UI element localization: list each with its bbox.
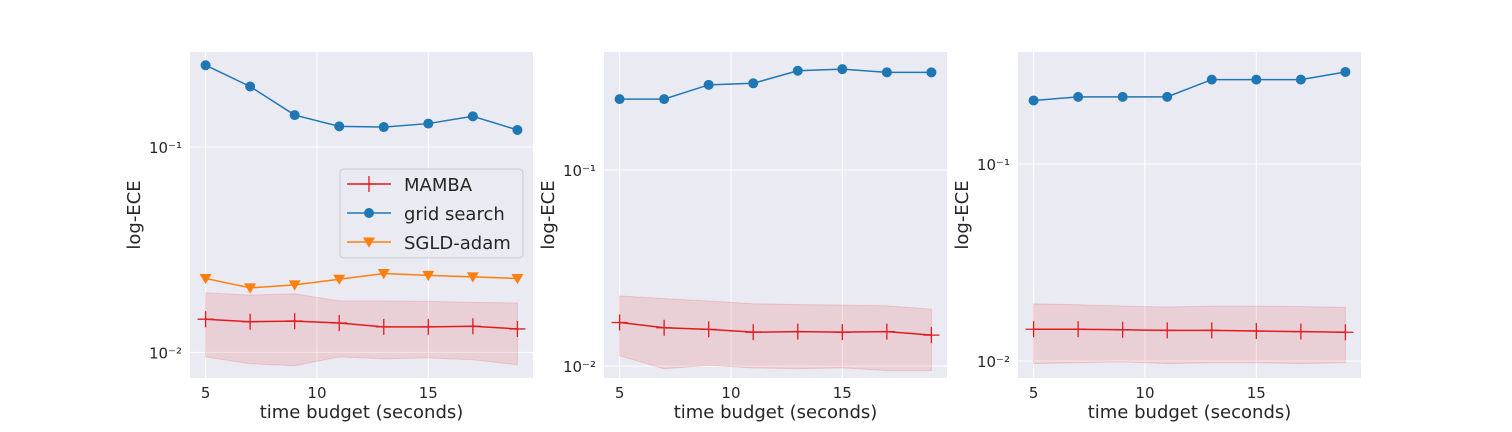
plot-area <box>604 52 947 378</box>
legend-marker <box>363 237 375 248</box>
grid-search-point <box>1028 95 1039 106</box>
x-tick-label: 10 <box>1135 384 1154 402</box>
grid-search-point <box>1162 91 1173 102</box>
grid-search-line <box>205 64 518 131</box>
mamba-point <box>1337 324 1354 341</box>
mamba-point <box>611 314 628 331</box>
mamba-band <box>619 295 932 372</box>
mamba-point <box>464 318 481 335</box>
grid-search-point <box>881 67 892 78</box>
mamba-point <box>1114 321 1131 338</box>
mamba-point <box>878 323 895 340</box>
grid-search-point <box>334 121 345 132</box>
x-tick-label: 10 <box>307 384 326 402</box>
grid-search-point <box>245 81 256 92</box>
x-tick-label: 5 <box>615 384 625 402</box>
y-axis-label: log-ECE <box>538 180 559 249</box>
mamba-point <box>1292 323 1309 340</box>
grid-search-point <box>703 79 714 90</box>
sgld-adam-point <box>466 272 479 283</box>
mamba-point <box>1203 322 1220 339</box>
legend-marker <box>361 176 377 192</box>
grid-search-point <box>659 94 670 105</box>
mamba-point <box>923 327 940 344</box>
plot-area <box>1018 52 1361 378</box>
sgld-adam-point <box>244 283 257 294</box>
legend-label: SGLD-adam <box>404 233 511 254</box>
x-tick-label: 15 <box>1247 384 1266 402</box>
x-axis-label: time budget (seconds) <box>674 402 878 423</box>
legend-box <box>339 168 524 259</box>
legend-marker <box>364 208 374 218</box>
mamba-point <box>1248 323 1265 340</box>
grid-search-point <box>614 94 625 105</box>
x-tick-label: 5 <box>201 384 211 402</box>
x-tick-label: 15 <box>833 384 852 402</box>
legend: MAMBA grid search SGLD-adam <box>339 168 524 259</box>
grid-search-point <box>1295 74 1306 85</box>
grid-search-point <box>467 111 478 122</box>
grid-search-point <box>1251 74 1262 85</box>
sgld-adam-point <box>422 270 435 282</box>
mamba-point <box>420 318 437 335</box>
x-tick-label: 10 <box>721 384 740 402</box>
chart-panel-2: 5 10 15 10⁻¹ 10⁻² time budget (seconds) log-EC… <box>538 52 947 423</box>
mamba-band <box>1033 303 1346 365</box>
mamba-point <box>509 320 526 337</box>
y-axis-label: log-ECE <box>952 180 973 249</box>
legend-label: MAMBA <box>404 175 473 196</box>
sgld-adam-point <box>199 273 212 285</box>
grid-search-point <box>926 67 937 78</box>
x-axis-label: time budget (seconds) <box>1088 402 1292 423</box>
x-tick-label: 5 <box>1029 384 1039 402</box>
mamba-point <box>1070 321 1087 338</box>
mamba-point <box>1025 321 1042 338</box>
mamba-point <box>700 321 717 338</box>
y-tick-label: 10⁻¹ <box>563 162 596 180</box>
grid-search-point <box>837 64 848 75</box>
grid-search-point <box>378 122 389 133</box>
y-tick-label: 10⁻¹ <box>149 139 182 157</box>
grid-search-point <box>512 124 523 135</box>
mamba-point <box>834 324 851 341</box>
sgld-adam-point <box>511 273 524 285</box>
mamba-band <box>205 292 518 367</box>
mamba-point <box>1159 322 1176 339</box>
sgld-adam-point <box>377 269 390 280</box>
grid-search-point <box>423 118 434 129</box>
x-axis-label: time budget (seconds) <box>260 402 464 423</box>
chart-panel-3: 5 10 15 10⁻¹ 10⁻² time budget (seconds) log-EC… <box>952 52 1361 423</box>
mamba-point <box>745 324 762 341</box>
chart-panel-1: 5 10 15 10⁻¹ 10⁻² time budget (seconds) log-EC… <box>124 52 533 423</box>
mamba-point <box>789 323 806 340</box>
grid-search-point <box>200 60 211 71</box>
sgld-adam-point <box>288 280 301 291</box>
grid-search-point <box>1073 91 1084 102</box>
grid-search-point <box>792 65 803 76</box>
legend-label: grid search <box>404 204 505 225</box>
mamba-point <box>242 313 259 330</box>
mamba-point <box>375 318 392 335</box>
grid-search-point <box>1117 91 1128 102</box>
sgld-adam-point <box>333 274 346 285</box>
grid-search-point <box>289 110 300 121</box>
grid-search-point <box>748 78 759 89</box>
y-axis-label: log-ECE <box>124 180 145 249</box>
grid-search-line <box>1033 71 1346 102</box>
y-tick-label: 10⁻¹ <box>977 156 1010 174</box>
grid-search-line <box>619 68 932 100</box>
y-tick-label: 10⁻² <box>563 358 596 376</box>
y-tick-label: 10⁻² <box>977 353 1010 371</box>
grid-search-point <box>1340 66 1351 77</box>
sgld-adam-line <box>205 272 518 289</box>
x-tick-label: 15 <box>419 384 438 402</box>
y-tick-label: 10⁻² <box>149 344 182 362</box>
mamba-point <box>331 314 348 331</box>
mamba-point <box>197 311 214 328</box>
mamba-point <box>656 319 673 336</box>
mamba-point <box>286 313 303 330</box>
grid-search-point <box>1206 74 1217 85</box>
